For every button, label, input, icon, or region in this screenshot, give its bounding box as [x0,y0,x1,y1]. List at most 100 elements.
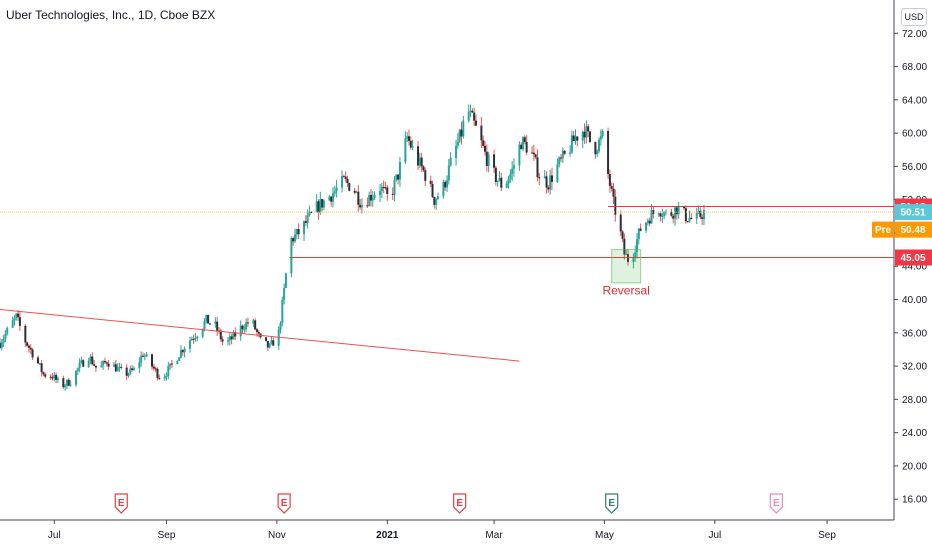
candle-body [292,238,295,242]
candle-body [179,350,182,358]
price-badge-value: 50.51 [900,208,925,219]
candle-body [596,151,599,155]
reversal-box[interactable] [611,249,642,284]
candle-body [145,354,148,357]
candle-body [384,187,387,189]
candle-body [547,187,550,190]
candle-body [80,360,83,363]
price-badge-value: 50.48 [900,225,925,236]
candle-body [6,327,9,334]
candle-body [369,195,372,201]
earnings-label: E [456,498,463,509]
candle-body [11,320,14,328]
time-axis[interactable]: Jul Sep Nov 2021 Mar May Jul Sep [48,520,836,541]
candle-body [406,136,409,139]
candle-body [601,130,604,137]
reversal-annotation[interactable]: Reversal [602,284,649,298]
candle-body [169,363,172,367]
candle-body [409,140,412,148]
candle-body [493,154,496,168]
candle-body [397,174,400,180]
earnings-marker[interactable]: E [769,493,783,514]
candle-body [507,179,510,184]
candle-body [151,354,154,367]
price-badge-tag [872,221,894,238]
candle-body [471,110,474,113]
candle-body [380,186,383,192]
candle-body [15,313,18,318]
earnings-label: E [773,498,780,509]
candle-body [38,363,41,365]
candle-body [500,177,503,188]
price-badge-box [895,221,932,238]
candle-body [176,360,179,364]
x-tick-label: Mar [485,530,503,541]
drawings-layer: Reversal [0,206,894,362]
candle-body [190,338,193,341]
candle-body [283,287,286,300]
candle-body [245,322,248,330]
candle-body [87,360,90,367]
candle-body [268,343,271,348]
candle-body [17,313,20,318]
candle-body [0,342,1,348]
price-badge-tag-label: Pre [875,225,892,236]
x-tick-label: Sep [158,530,176,541]
candle-body [444,181,447,188]
trendline[interactable] [0,309,520,362]
candle-body [690,217,693,219]
earnings-marker[interactable]: E [453,493,467,514]
candle-body [165,375,168,377]
candle-body [588,131,591,143]
earnings-label: E [118,498,125,509]
candle-body [42,372,45,375]
candle-body [114,364,117,372]
candle-body [335,187,338,192]
candle-body [610,185,613,189]
candle-body [379,191,382,195]
candle-body [607,130,610,174]
candle-body [107,363,110,367]
candle-body [550,175,553,182]
candle-body [170,363,173,365]
candle-body [56,378,59,380]
plot-background [0,0,894,520]
earnings-marker[interactable]: E [605,493,619,514]
candle-body [429,180,432,184]
candle-body [460,129,463,137]
y-tick-label: 64.00 [902,95,927,106]
price-axis[interactable]: 16.00 20.00 24.00 28.00 32.00 36.00 40.00 44.00… [894,29,927,506]
earnings-marker[interactable]: E [277,493,291,514]
candle-body [395,174,398,180]
earnings-label: E [608,498,615,509]
candle-body [625,254,628,256]
candle-body [167,366,170,376]
candle-body [699,210,702,218]
candle-body [346,178,349,184]
candle-body [255,329,258,332]
candle-body [386,187,389,194]
candle-body [637,228,640,240]
candle-body [484,145,487,152]
candle-body [560,157,563,159]
candle-body [219,330,222,340]
y-tick-label: 36.00 [902,328,927,339]
candle-body [462,120,465,137]
candle-body [232,332,235,340]
candle-body [455,145,458,158]
candle-body [214,321,217,324]
currency-button[interactable]: USD [901,8,927,26]
candle-body [646,220,649,223]
candle-body [583,131,586,138]
earnings-icon [114,493,128,514]
candle-body [505,183,508,188]
candle-body [511,168,514,174]
candles-layer [0,104,705,391]
earnings-marker[interactable]: E [114,493,128,514]
candle-body [518,144,521,166]
candle-body [634,252,637,258]
candle-body [672,215,675,219]
candle-body [663,212,666,216]
candle-body [156,368,159,378]
